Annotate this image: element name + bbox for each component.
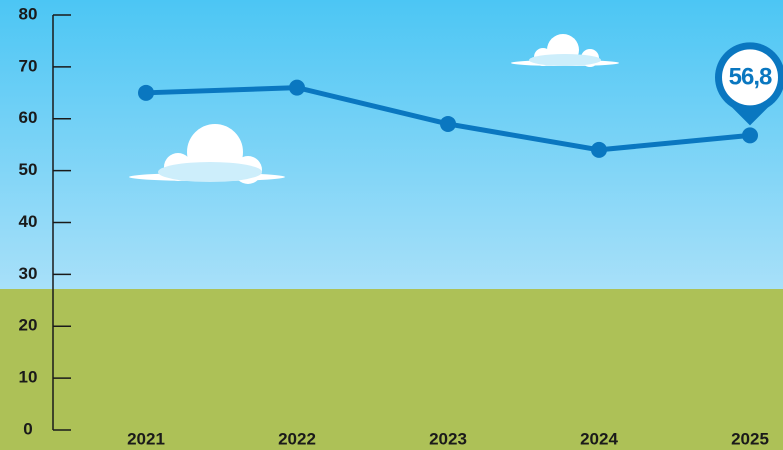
- point: [138, 84, 154, 101]
- y-tick-label: 60: [19, 108, 38, 127]
- x-tick-label: 2022: [278, 429, 316, 448]
- ground: [0, 289, 783, 450]
- y-tick-label: 80: [19, 4, 38, 23]
- y-tick-label: 20: [19, 316, 38, 335]
- point: [289, 79, 305, 96]
- x-tick-label: 2024: [580, 429, 618, 448]
- y-tick-label: 40: [19, 212, 38, 231]
- point: [742, 127, 758, 144]
- y-tick-label: 30: [19, 264, 38, 283]
- x-tick-label: 2021: [127, 429, 165, 448]
- cloud: [511, 34, 619, 67]
- y-tick-label: 10: [19, 368, 38, 387]
- x-tick-label: 2023: [429, 429, 467, 448]
- point: [440, 115, 456, 132]
- value-label: 56,8: [729, 64, 772, 91]
- point: [591, 141, 607, 158]
- y-tick-label: 70: [19, 56, 38, 75]
- pin: 56,8: [715, 42, 783, 126]
- x-tick-label: 2025: [731, 429, 769, 448]
- pin-face: [722, 49, 778, 106]
- y-tick-label: 50: [19, 160, 38, 179]
- cloud: [129, 124, 285, 184]
- y-tick-label: 0: [23, 419, 32, 438]
